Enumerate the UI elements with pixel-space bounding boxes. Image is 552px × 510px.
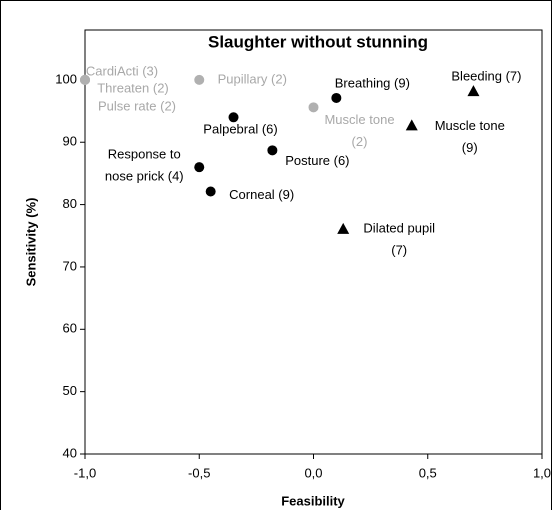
point-label: Muscle tone	[435, 118, 505, 133]
y-tick-label: 80	[63, 196, 77, 211]
point	[308, 102, 319, 113]
point	[194, 74, 205, 85]
y-tick-label: 50	[63, 383, 77, 398]
point-label: Dilated pupil	[363, 220, 435, 235]
point	[331, 92, 342, 103]
y-axis-label: Sensitivity (%)	[23, 198, 38, 287]
point-label: Response to	[108, 147, 181, 162]
point-label: Posture (6)	[285, 153, 349, 168]
point	[228, 112, 239, 123]
point	[337, 222, 350, 234]
y-tick-label: 100	[55, 71, 77, 86]
point-label: CardiActi (3)	[86, 63, 158, 78]
point-label: Muscle tone	[324, 112, 394, 127]
chart-title: Slaughter without stunning	[208, 32, 428, 51]
x-tick-label: -1,0	[74, 465, 96, 480]
point	[467, 85, 480, 97]
point-label: Breathing (9)	[335, 75, 410, 90]
point-label: (9)	[462, 140, 478, 155]
y-tick-label: 90	[63, 134, 77, 149]
x-tick-label: -0,5	[188, 465, 210, 480]
point-label: nose prick (4)	[105, 169, 184, 184]
y-tick-label: 70	[63, 258, 77, 273]
point	[194, 162, 205, 173]
point	[405, 119, 418, 131]
point-label: Threaten (2)	[97, 80, 169, 95]
point	[205, 186, 216, 197]
x-tick-label: 0,0	[304, 465, 322, 480]
point	[267, 145, 278, 156]
point-label: Bleeding (7)	[451, 69, 521, 84]
x-tick-label: 1,0	[533, 465, 551, 480]
x-axis-label: Feasibility	[281, 493, 345, 508]
point	[80, 74, 90, 85]
point-label: (7)	[391, 242, 407, 257]
y-tick-label: 60	[63, 321, 77, 336]
y-tick-label: 40	[63, 445, 77, 460]
point-label: Corneal (9)	[229, 187, 294, 202]
point-label: Palpebral (6)	[203, 122, 277, 137]
x-tick-label: 0,5	[419, 465, 437, 480]
point-label: Pupillary (2)	[218, 71, 287, 86]
point-label: Pulse rate (2)	[98, 98, 176, 113]
point-label: (2)	[352, 134, 368, 149]
